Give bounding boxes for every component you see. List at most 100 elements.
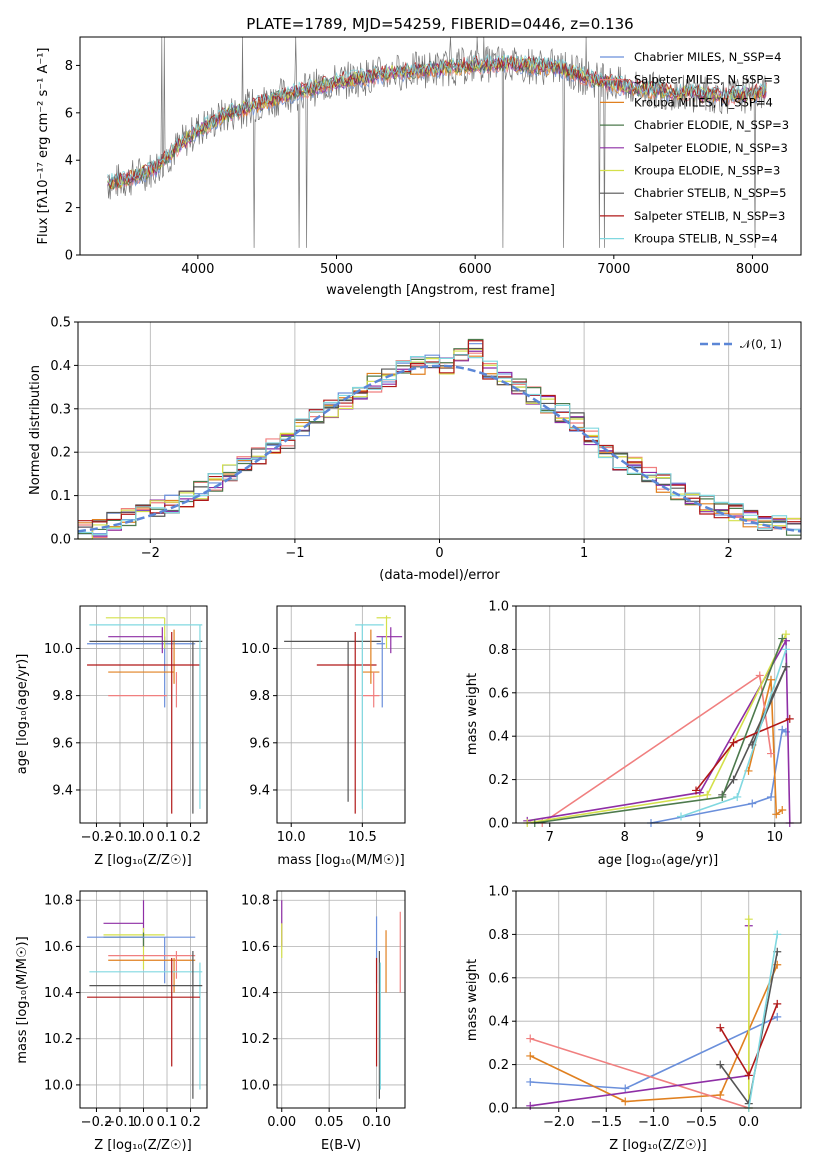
x-tick-label: 4000 [181, 262, 214, 277]
weight-line [534, 638, 784, 824]
y-tick-label: 10.2 [44, 1032, 73, 1047]
x-axis-label: wavelength [Angstrom, rest frame] [326, 283, 555, 298]
y-tick-label: 9.4 [52, 783, 73, 798]
weight-marker [782, 662, 790, 671]
y-tick-label: 8 [65, 59, 73, 74]
weight-marker [526, 1101, 535, 1110]
weight-line [530, 1037, 750, 1109]
legend-entry: Chabrier MILES, N_SSP=4 [634, 50, 781, 64]
x-tick-label: 7 [546, 830, 554, 845]
weight-marker [692, 786, 700, 795]
x-axis-label: (data-model)/error [379, 568, 500, 583]
x-tick-label: −0.2 [81, 830, 113, 845]
weight-marker [716, 1023, 725, 1032]
weight-marker [773, 930, 782, 939]
x-tick-label: 0.0 [738, 1115, 759, 1130]
weight-marker [778, 725, 787, 734]
y-tick-label: 0.1 [50, 489, 71, 504]
legend-entry: Salpeter STELIB, N_SSP=3 [634, 209, 785, 223]
weight-marker [782, 727, 790, 736]
x-tick-label: 7000 [597, 262, 630, 277]
y-tick-label: 0 [65, 249, 73, 264]
weight-marker [716, 1060, 725, 1069]
y-tick-label: 0.8 [488, 928, 509, 943]
x-tick-label: 0.00 [267, 1115, 296, 1130]
weight-line [747, 679, 783, 816]
weight-marker [767, 675, 775, 684]
y-tick-label: 0.4 [50, 359, 71, 374]
weight-line [650, 728, 787, 824]
figure-title: PLATE=1789, MJD=54259, FIBERID=0446, z=0… [246, 15, 633, 33]
y-tick-label: 9.8 [249, 689, 270, 704]
weight-marker [621, 1097, 630, 1106]
y-tick-label: 0.6 [488, 971, 509, 986]
y-tick-label: 0.2 [50, 446, 71, 461]
y-tick-label: 10.8 [44, 894, 73, 909]
y-tick-label: 0.8 [488, 643, 509, 658]
legend-entry: Salpeter ELODIE, N_SSP=3 [634, 141, 788, 155]
weight-marker [778, 634, 787, 643]
weight-marker [729, 738, 738, 747]
y-tick-label: 10.6 [241, 940, 270, 955]
x-tick-label: 0.0 [133, 830, 154, 845]
weight-line [530, 925, 750, 1107]
y-axis-label: age [log₁₀(age/yr)] [15, 654, 30, 775]
legend-entry: Salpeter MILES, N_SSP=3 [634, 73, 780, 87]
y-tick-label: 0.2 [488, 1058, 509, 1073]
x-tick-label: −0.2 [81, 1115, 113, 1130]
y-tick-label: 0.2 [488, 773, 509, 788]
x-tick-label: 10 [766, 830, 783, 845]
y-tick-label: 2 [65, 201, 73, 216]
x-tick-label: −0.1 [104, 1115, 136, 1130]
x-tick-label: −1.0 [638, 1115, 670, 1130]
axes-frame [276, 890, 406, 1109]
weight-marker [782, 630, 790, 639]
x-tick-label: 0.2 [180, 830, 201, 845]
y-tick-label: 0.0 [488, 1102, 509, 1117]
x-axis-label: Z [log₁₀(Z/Z☉)] [94, 1138, 191, 1153]
y-axis-label: mass [log₁₀(M/M☉)] [15, 936, 30, 1063]
x-tick-label: 0.05 [315, 1115, 344, 1130]
x-tick-label: −2.0 [543, 1115, 575, 1130]
y-tick-label: 9.6 [52, 736, 73, 751]
axes-frame [77, 321, 802, 540]
normal-curve [77, 364, 802, 533]
y-tick-label: 0.5 [50, 316, 71, 331]
x-axis-label: E(B-V) [321, 1138, 361, 1153]
x-tick-label: −1 [285, 546, 304, 561]
axes-frame [276, 605, 406, 824]
y-tick-label: 0.6 [488, 686, 509, 701]
x-tick-label: −0.5 [685, 1115, 717, 1130]
weight-marker [677, 812, 685, 821]
weight-marker [526, 1077, 535, 1086]
weight-marker [718, 792, 727, 801]
y-tick-label: 10.8 [241, 894, 270, 909]
x-axis-label: age [log₁₀(age/yr)] [598, 853, 719, 868]
weight-marker [772, 810, 781, 819]
y-axis-label: mass weight [465, 959, 480, 1041]
y-tick-label: 0.0 [50, 533, 71, 548]
axes-frame [515, 890, 802, 1109]
y-tick-label: 0.4 [488, 730, 509, 745]
weight-marker [773, 999, 782, 1008]
histogram-step [78, 340, 801, 529]
y-tick-label: 10.4 [44, 986, 73, 1001]
y-tick-label: 9.4 [249, 783, 270, 798]
y-tick-label: 0.3 [50, 402, 71, 417]
legend-entry: Kroupa STELIB, N_SSP=4 [634, 232, 778, 246]
y-tick-label: 10.0 [241, 642, 270, 657]
y-tick-label: 0.4 [488, 1015, 509, 1030]
weight-line [748, 934, 779, 1109]
legend-entry: Kroupa ELODIE, N_SSP=3 [634, 164, 780, 178]
x-tick-label: 0.2 [180, 1115, 201, 1130]
x-tick-label: −1.5 [590, 1115, 622, 1130]
legend-entry: Chabrier STELIB, N_SSP=5 [634, 186, 786, 200]
x-tick-label: 1 [580, 546, 588, 561]
x-tick-label: 0.0 [133, 1115, 154, 1130]
x-tick-label: 0.1 [157, 1115, 178, 1130]
y-tick-label: 4 [65, 154, 73, 169]
y-axis-label: Flux [fλ10⁻¹⁷ erg cm⁻² s⁻¹ A⁻¹] [36, 48, 51, 245]
y-tick-label: 9.6 [249, 736, 270, 751]
legend-entry: Kroupa MILES, N_SSP=4 [634, 95, 773, 109]
